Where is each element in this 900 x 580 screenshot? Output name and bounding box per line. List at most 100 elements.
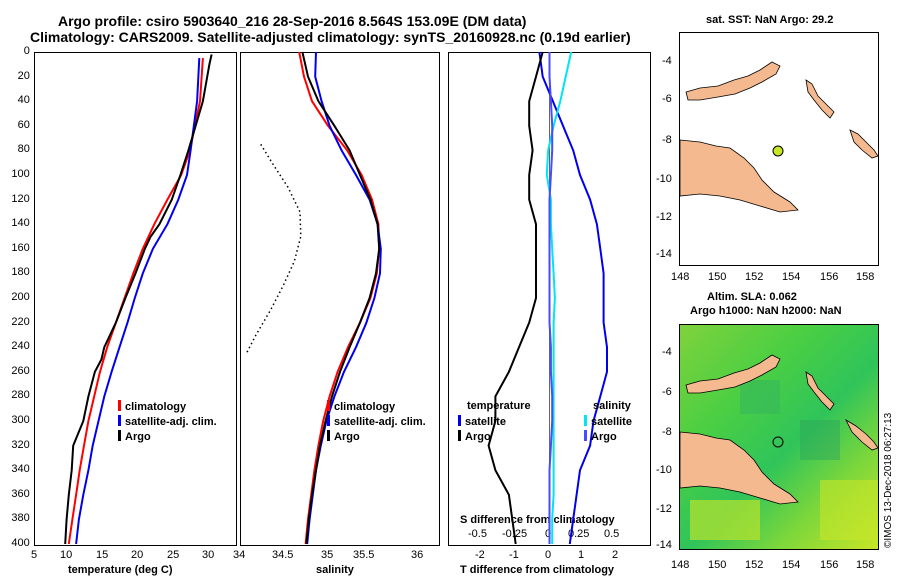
- legend-text: Argo: [591, 431, 617, 443]
- diff-xlabel2: S difference from climatology: [460, 514, 615, 526]
- sla-map-title-2: Argo h1000: NaN h2000: NaN: [690, 305, 842, 317]
- diff-legend-salinity: salinity: [593, 400, 631, 412]
- legend-swatch: [458, 430, 461, 441]
- sla-xtick: 150: [708, 559, 727, 571]
- sal-xlabel: salinity: [316, 564, 354, 576]
- sla-anomaly-patch: [690, 500, 760, 540]
- legend-text: Argo: [465, 431, 491, 443]
- depth-tick: 340: [11, 463, 30, 476]
- sla-ytick: -10: [656, 464, 672, 476]
- solomons-land: [845, 418, 879, 451]
- legend-swatch: [118, 400, 121, 411]
- diff-xtick: -2: [475, 549, 485, 561]
- sst-ytick: -12: [656, 211, 672, 223]
- legend-text: satellite: [591, 416, 632, 428]
- credit-text: ©IMOS 13-Dec-2018 06:27:13: [883, 412, 894, 548]
- temp-xtick: 25: [167, 549, 180, 561]
- depth-tick: 300: [11, 414, 30, 426]
- sst-ytick: -14: [656, 248, 672, 260]
- legend-text: satellite-adj. clim.: [334, 416, 426, 428]
- new-ireland-land: [805, 371, 835, 411]
- legend-text: satellite-adj. clim.: [125, 416, 217, 428]
- depth-tick: 400: [11, 537, 30, 549]
- depth-tick: 100: [11, 168, 30, 180]
- sla-ytick: -14: [656, 539, 672, 551]
- diff-xtick: 2: [612, 549, 619, 561]
- sla-ytick: -6: [662, 386, 672, 398]
- sst-xtick: 152: [745, 271, 764, 283]
- sst-argo-marker: [772, 145, 784, 157]
- depth-tick: 380: [11, 512, 30, 525]
- diff-xtick2: 0.5: [604, 528, 620, 540]
- temp-xtick: 15: [96, 549, 109, 561]
- legend-swatch: [327, 400, 330, 411]
- temp-xtick: 10: [60, 549, 73, 561]
- sal-legend-satellite: satellite-adj. clim.: [327, 415, 426, 428]
- diff-legend-s-satellite: satellite: [584, 415, 632, 428]
- legend-swatch: [584, 415, 587, 426]
- sla-xtick: 152: [745, 559, 764, 571]
- difference-series-s-argo: [548, 52, 554, 544]
- difference-series-t-argo: [487, 51, 544, 545]
- sal-xtick: 35: [321, 549, 334, 561]
- diff-legend-s-argo: Argo: [584, 430, 617, 443]
- legend-text: satellite: [465, 416, 506, 428]
- depth-tick: 320: [11, 438, 30, 451]
- sal-legend-climatology: climatology: [327, 400, 395, 413]
- temp-legend-satellite: satellite-adj. clim.: [118, 415, 217, 428]
- legend-text: climatology: [334, 401, 396, 413]
- legend-swatch: [118, 415, 121, 426]
- depth-tick: 20: [17, 69, 30, 82]
- sla-map-title-1: Altim. SLA: 0.062: [707, 291, 797, 303]
- depth-tick: 260: [11, 364, 30, 377]
- salinity-series-dotted: [245, 143, 302, 354]
- sla-argo-marker: [772, 436, 784, 448]
- legend-swatch: [118, 430, 121, 441]
- depth-tick: 60: [17, 118, 30, 131]
- header-line-2: Climatology: CARS2009. Satellite-adjuste…: [30, 29, 631, 45]
- sal-xtick: 36: [411, 549, 424, 561]
- sla-xtick: 148: [671, 559, 690, 571]
- temp-xtick: 30: [202, 549, 215, 561]
- difference-series-t-satellite: [538, 51, 608, 545]
- depth-tick: 240: [11, 340, 30, 353]
- temp-xtick: 5: [31, 549, 38, 561]
- diff-xlabel: T difference from climatology: [460, 564, 615, 576]
- sst-xtick: 150: [708, 271, 727, 283]
- depth-tick: 360: [11, 487, 30, 500]
- sal-xtick: 34.5: [272, 549, 294, 561]
- temp-legend-climatology: climatology: [118, 400, 186, 413]
- temperature-panel: [34, 52, 237, 546]
- depth-tick: 40: [17, 94, 30, 107]
- new-britain-land: [685, 354, 781, 394]
- salinity-panel: [240, 52, 440, 546]
- temp-xlabel: temperature (deg C): [68, 564, 173, 576]
- sla-ytick: -12: [656, 503, 672, 515]
- png-mainland-land: [679, 431, 799, 505]
- sla-anomaly-patch: [820, 480, 878, 540]
- sla-anomaly-patch: [800, 420, 840, 460]
- new-ireland-land: [805, 79, 835, 119]
- legend-text: climatology: [125, 401, 187, 413]
- sst-xtick: 148: [671, 271, 690, 283]
- sst-xtick: 154: [782, 271, 801, 283]
- depth-tick: 280: [11, 389, 30, 402]
- sla-xtick: 158: [856, 559, 875, 571]
- sla-ytick: -8: [662, 426, 672, 438]
- diff-xtick: 0: [545, 549, 552, 561]
- depth-tick: 160: [11, 241, 30, 254]
- depth-tick: 200: [11, 291, 30, 303]
- diff-xtick2: 0.25: [568, 528, 590, 540]
- temperature-series-satellite-adj-clim-: [75, 58, 201, 545]
- temp-legend-argo: Argo: [118, 430, 151, 443]
- header-line-1: Argo profile: csiro 5903640_216 28-Sep-2…: [58, 13, 527, 29]
- sla-anomaly-patch: [740, 380, 780, 414]
- salinity-series-argo: [301, 51, 381, 545]
- diff-legend-temperature: temperature: [467, 400, 531, 412]
- diff-xtick: -1: [509, 549, 519, 561]
- diff-legend-t-satellite: satellite: [458, 415, 506, 428]
- sla-ytick: -4: [662, 346, 672, 358]
- sst-map-title: sat. SST: NaN Argo: 29.2: [706, 14, 834, 26]
